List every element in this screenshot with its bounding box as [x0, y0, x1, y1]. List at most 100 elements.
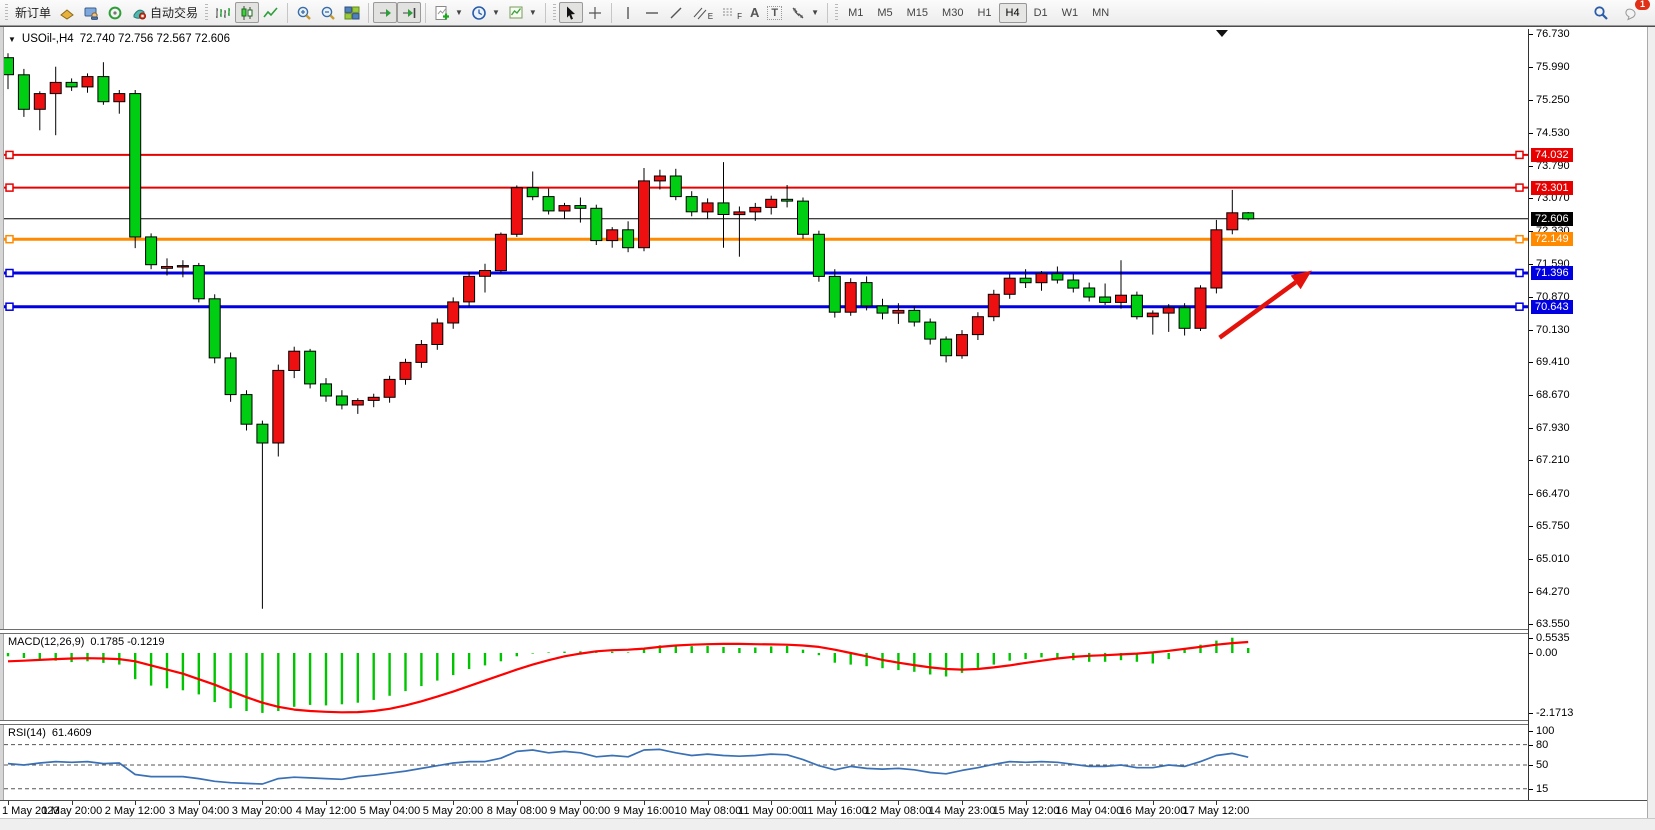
- tile-windows-button[interactable]: [340, 2, 364, 23]
- time-tick-mark: [326, 801, 327, 805]
- channel-tool-label: E: [707, 12, 714, 21]
- text-tool-label: A: [750, 5, 760, 20]
- time-axis[interactable]: 1 May 2023 1 May 20:00 2 May 12:00 3 May 04…: [0, 800, 1647, 819]
- price-axis[interactable]: 76.730 75.990 75.250 74.530 73.790 73.070 72.3…: [1528, 28, 1648, 800]
- zoom-out-button[interactable]: [316, 2, 340, 23]
- timeframe-W1[interactable]: W1: [1055, 3, 1086, 23]
- price-tick-label: 64.270: [1536, 586, 1570, 598]
- price-tick-mark: [1529, 559, 1533, 560]
- time-tick-label: 11 May 00:00: [738, 805, 804, 817]
- time-tick-label: 5 May 04:00: [359, 805, 421, 817]
- macd-label: MACD(12,26,9) 0.1785 -0.1219: [8, 636, 164, 648]
- time-tick-mark: [835, 801, 836, 805]
- time-tick-mark: [1153, 801, 1154, 805]
- timeframe-H4[interactable]: H4: [998, 2, 1027, 23]
- price-tick-mark: [1529, 231, 1533, 232]
- time-tick-label: 8 May 08:00: [486, 805, 548, 817]
- rsi-tick-label: 15: [1536, 783, 1549, 795]
- ohlc-values-label: 72.740 72.756 72.567 72.606: [79, 33, 230, 45]
- price-tick-label: 76.730: [1536, 28, 1570, 40]
- separator: [827, 2, 829, 23]
- channel-tool-button[interactable]: E: [688, 2, 717, 23]
- panel-splitter[interactable]: [0, 720, 1655, 725]
- price-tick-mark: [1529, 494, 1533, 495]
- navigator-icon[interactable]: [103, 2, 127, 23]
- new-order-button[interactable]: 新订单: [11, 2, 55, 23]
- text-tool-button[interactable]: A: [746, 2, 763, 23]
- time-tick-label: 9 May 16:00: [613, 805, 675, 817]
- bar-chart-type-button[interactable]: [211, 2, 235, 23]
- chart-title: ▼ USOil-,H4 72.740 72.756 72.567 72.606: [8, 33, 230, 45]
- market-watch-icon[interactable]: [79, 2, 103, 23]
- chart-menu-icon[interactable]: ▼: [8, 34, 16, 44]
- price-badge: 73.301: [1531, 181, 1573, 195]
- timeframe-M30[interactable]: M30: [935, 3, 970, 23]
- timeframe-H1[interactable]: H1: [970, 3, 998, 23]
- rsi-tick-mark: [1529, 789, 1533, 790]
- search-button[interactable]: [1589, 2, 1613, 23]
- time-tick-label: 14 May 23:00: [928, 805, 996, 817]
- time-tick-label: 16 May 04:00: [1055, 805, 1123, 817]
- price-tick-label: 73.070: [1536, 192, 1570, 204]
- toolbar-grip[interactable]: [552, 3, 556, 22]
- auto-scroll-button[interactable]: [373, 2, 398, 23]
- indicators-button[interactable]: ▼: [430, 2, 467, 23]
- fibonacci-tool-button[interactable]: F: [717, 2, 746, 23]
- rsi-tick-mark: [1529, 745, 1533, 746]
- timeframe-M1[interactable]: M1: [841, 3, 870, 23]
- macd-panel-canvas[interactable]: [4, 634, 1528, 720]
- price-tick-label: 69.410: [1536, 356, 1570, 368]
- rsi-name: RSI(14): [8, 727, 46, 739]
- price-tick-label: 73.790: [1536, 160, 1570, 172]
- time-tick-mark: [1026, 801, 1027, 805]
- auto-trading-button[interactable]: 自动交易: [127, 2, 202, 23]
- toolbar-grip[interactable]: [835, 3, 839, 22]
- timeframe-M5[interactable]: M5: [870, 3, 899, 23]
- time-tick-label: 17 May 12:00: [1182, 805, 1250, 817]
- time-tick-mark: [771, 801, 772, 805]
- zoom-in-button[interactable]: [292, 2, 316, 23]
- charts-stack-icon[interactable]: [55, 2, 79, 23]
- trendline-tool-button[interactable]: [664, 2, 688, 23]
- price-tick-label: 66.470: [1536, 488, 1570, 500]
- price-chart-canvas[interactable]: [4, 29, 1528, 629]
- line-chart-type-button[interactable]: [259, 2, 283, 23]
- rsi-panel-canvas[interactable]: [4, 725, 1528, 800]
- cursor-tool-button[interactable]: [558, 2, 583, 23]
- timeframe-MN[interactable]: MN: [1085, 3, 1116, 23]
- separator: [544, 2, 546, 23]
- time-tick-mark: [708, 801, 709, 805]
- chevron-down-icon: ▼: [528, 8, 537, 17]
- price-tick-mark: [1529, 330, 1533, 331]
- timeframe-group: M1 M5 M15 M30 H1 H4 D1 W1 MN: [841, 2, 1116, 23]
- candlestick-chart-type-button[interactable]: [235, 2, 260, 23]
- toolbar-grip[interactable]: [205, 3, 209, 22]
- macd-tick-label: 0.00: [1536, 647, 1558, 659]
- timeframe-D1[interactable]: D1: [1027, 3, 1055, 23]
- vertical-line-tool-button[interactable]: [616, 2, 640, 23]
- separator: [368, 2, 370, 23]
- rsi-value: 61.4609: [51, 727, 92, 739]
- horizontal-line-tool-button[interactable]: [640, 2, 664, 23]
- notifications-button[interactable]: 1: [1621, 0, 1650, 23]
- templates-button[interactable]: ▼: [504, 2, 541, 23]
- panel-splitter[interactable]: [0, 629, 1655, 634]
- arrows-tool-button[interactable]: ▼: [786, 2, 823, 23]
- time-tick-label: 3 May 20:00: [231, 805, 293, 817]
- crosshair-tool-button[interactable]: [583, 2, 607, 23]
- price-tick-mark: [1529, 198, 1533, 199]
- time-tick-mark: [962, 801, 963, 805]
- toolbar-grip[interactable]: [5, 3, 8, 22]
- periods-button[interactable]: ▼: [467, 2, 504, 23]
- price-tick-label: 67.210: [1536, 454, 1570, 466]
- text-label-tool-button[interactable]: T: [763, 2, 786, 23]
- timeframe-M15[interactable]: M15: [900, 3, 935, 23]
- price-tick-mark: [1529, 34, 1533, 35]
- time-tick-label: 9 May 00:00: [549, 805, 611, 817]
- time-tick-label: 10 May 08:00: [674, 805, 742, 817]
- time-tick-label: 15 May 12:00: [992, 805, 1060, 817]
- time-tick-label: 16 May 20:00: [1119, 805, 1187, 817]
- time-tick-mark: [262, 801, 263, 805]
- price-tick-mark: [1529, 428, 1533, 429]
- chart-shift-button[interactable]: [397, 2, 422, 23]
